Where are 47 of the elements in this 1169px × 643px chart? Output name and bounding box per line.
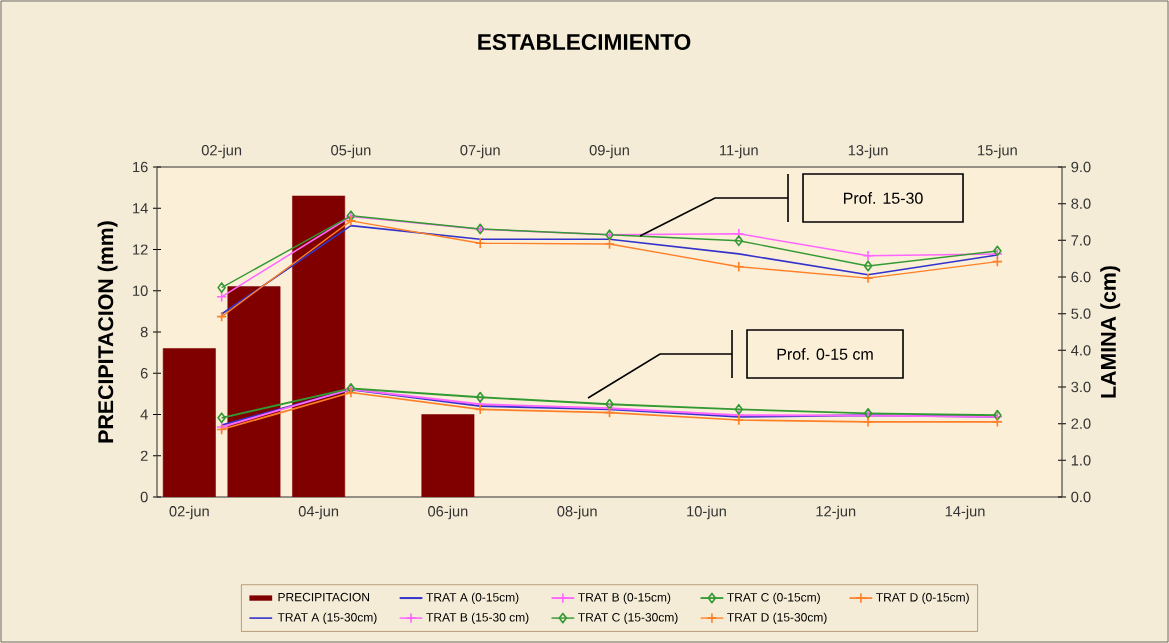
x-tick-label: 11-jun bbox=[720, 144, 758, 159]
x-tick-label: 02-jun bbox=[169, 505, 209, 520]
y2-axis-title: LAMINA (cm) bbox=[1100, 266, 1121, 398]
annotation: Prof. 0-15 cm bbox=[777, 348, 873, 360]
y-tick-label: 16 bbox=[133, 161, 148, 173]
x-tick-label: 13-jun bbox=[848, 144, 888, 159]
legend-label: TRAT D (15-30cm) bbox=[727, 612, 827, 624]
y-tick-label: 8 bbox=[140, 326, 148, 338]
legend-label: TRAT C (0-15cm) bbox=[727, 592, 820, 604]
x-tick-label: 04-jun bbox=[298, 505, 339, 520]
x-tick-label: 07-jun bbox=[460, 144, 500, 159]
annotation: Prof. 15-30 bbox=[844, 192, 923, 204]
y-tick-label: 10 bbox=[133, 285, 148, 296]
y2-tick-label: 6.0 bbox=[1071, 271, 1091, 283]
legend-label: TRAT A (0-15cm) bbox=[426, 592, 519, 604]
legend-label: TRAT A (15-30cm) bbox=[277, 612, 377, 624]
y-tick-label: 4 bbox=[140, 409, 148, 420]
legend-label: TRAT B (15-30 cm) bbox=[426, 612, 529, 624]
y2-tick-label: 4.0 bbox=[1071, 345, 1091, 356]
x-tick-label: 15-jun bbox=[978, 144, 1017, 159]
y2-tick-label: 3.0 bbox=[1071, 381, 1091, 393]
y-tick-label: 12 bbox=[133, 244, 148, 255]
x-tick-label: 05-jun bbox=[331, 144, 371, 159]
y2-tick-label: 5.0 bbox=[1071, 308, 1091, 319]
y-tick-label: 14 bbox=[133, 203, 148, 214]
x-tick-label: 10-jun bbox=[687, 505, 726, 520]
y-tick-label: 0 bbox=[140, 491, 148, 503]
y-tick-label: 2 bbox=[140, 450, 148, 461]
y2-tick-label: 9.0 bbox=[1071, 161, 1091, 173]
y-tick-label: 6 bbox=[140, 368, 148, 379]
x-tick-label: 08-jun bbox=[557, 505, 597, 520]
x-tick-label: 12-jun bbox=[816, 505, 856, 520]
y2-tick-label: 0.0 bbox=[1071, 491, 1091, 503]
legend-label: TRAT C (15-30cm) bbox=[578, 612, 678, 624]
y2-tick-label: 8.0 bbox=[1071, 198, 1091, 209]
y2-tick-label: 2.0 bbox=[1071, 418, 1091, 429]
y2-tick-label: 1.0 bbox=[1071, 455, 1091, 466]
x-tick-label: 09-jun bbox=[589, 144, 629, 159]
x-tick-label: 14-jun bbox=[945, 505, 985, 520]
x-tick-label: 06-jun bbox=[428, 505, 468, 520]
legend-label: TRAT B (0-15cm) bbox=[578, 592, 671, 604]
legend-label: TRAT D (0-15cm) bbox=[876, 592, 969, 604]
x-tick-label: 02-jun bbox=[201, 144, 242, 159]
text: PRECIPITACION bbox=[278, 592, 369, 602]
y-axis-title: PRECIPITACION (mm) bbox=[97, 221, 118, 443]
y2-tick-label: 7.0 bbox=[1071, 235, 1091, 246]
chart-title: ESTABLECIMIENTO bbox=[478, 33, 691, 51]
